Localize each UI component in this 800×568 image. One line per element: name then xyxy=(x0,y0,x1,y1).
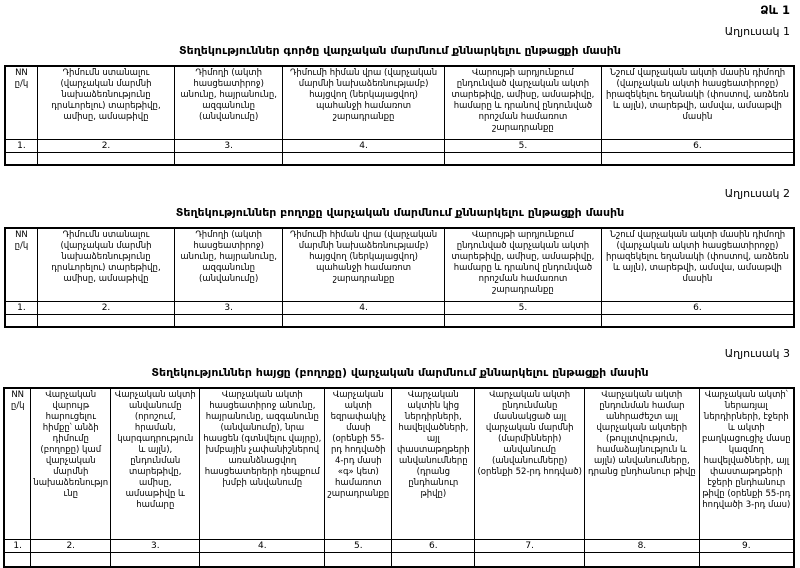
table3-title: Տեղեկություններ հայցը (բողոքը) վարչական … xyxy=(151,366,649,379)
table3-colnum-7: 7. xyxy=(474,539,586,553)
table1-header-nn: NN ը/կ xyxy=(4,65,38,140)
table3-header-col8: Վարչական ակտի ընդունման համար անհրաժեշտ … xyxy=(584,387,700,540)
table3-empty-cell xyxy=(584,552,700,568)
table2-empty-cell xyxy=(282,314,445,328)
table3-header-col5: Վարչական ակտի եզրափակիչ մասի (օրենքի 55-… xyxy=(324,387,393,540)
table1-empty-cell xyxy=(36,152,176,166)
table3-colnum-4: 4. xyxy=(199,539,326,553)
table1-colnum-4: 4. xyxy=(282,139,445,153)
table2-header-nn: NN ը/կ xyxy=(4,227,38,302)
table1-colnum-1: 1. xyxy=(4,139,38,153)
table3-header-col7: Վարչական ակտի ընդունմանը մասնակցած այլ վ… xyxy=(474,387,586,540)
table2-empty-cell xyxy=(174,314,284,328)
table2-header-col3: Դիմողի (ակտի հասցեատիրոջ) անունը, հայրան… xyxy=(174,227,284,302)
table2-label: Աղյուսակ 2 xyxy=(724,187,790,200)
table1-header-col5: Վարույթի արդյունքում ընդունված վարչական … xyxy=(443,65,602,140)
form-number-label: Ձև 1 xyxy=(760,3,790,17)
table1: NN ը/կ Դիմումն ստանալու (վարչական մարմնի… xyxy=(4,65,795,166)
table3-colnum-1: 1. xyxy=(3,539,32,553)
table1-colnum-2: 2. xyxy=(36,139,176,153)
table3-header-row: NN ը/կ Վարչական վարույթ հարուցելու հիմքը… xyxy=(3,387,795,540)
table3-empty-cell xyxy=(391,552,476,568)
table3-colnum-2: 2. xyxy=(30,539,112,553)
table1-header-col4: Դիմումի հիման վրա (վարչական մարմնի նախաձ… xyxy=(282,65,445,140)
table3-empty-cell xyxy=(30,552,112,568)
table3-empty-cell xyxy=(110,552,201,568)
table1-colnum-3: 3. xyxy=(174,139,284,153)
table2-colnum-1: 1. xyxy=(4,301,38,315)
table1-empty-cell xyxy=(282,152,445,166)
table2-colnum-6: 6. xyxy=(600,301,795,315)
table3-colnum-5: 5. xyxy=(324,539,393,553)
table3-empty-cell xyxy=(698,552,795,568)
table2-empty-row xyxy=(4,314,795,328)
table3-colnum-6: 6. xyxy=(391,539,476,553)
table1-colnum-5: 5. xyxy=(443,139,602,153)
table3-header-col6: Վարչական ակտին կից ներդիրների, հավելվածն… xyxy=(391,387,476,540)
table2-header-col2: Դիմումն ստանալու (վարչական մարմնի նախաձե… xyxy=(36,227,176,302)
table2-title: Տեղեկություններ բողոքը վարչական մարմնում… xyxy=(175,206,625,219)
table1-empty-row xyxy=(4,152,795,166)
table1-colnum-6: 6. xyxy=(600,139,795,153)
table3-label: Աղյուսակ 3 xyxy=(724,347,790,360)
table2-number-row: 1. 2. 3. 4. 5. 6. xyxy=(4,301,795,315)
table3-header-nn: NN ը/կ xyxy=(3,387,32,540)
table2-colnum-5: 5. xyxy=(443,301,602,315)
table2-header-col4: Դիմումի հիման վրա (վարչական մարմնի նախաձ… xyxy=(282,227,445,302)
table2-empty-cell xyxy=(443,314,602,328)
table3-empty-cell xyxy=(474,552,586,568)
table3: NN ը/կ Վարչական վարույթ հարուցելու հիմքը… xyxy=(3,387,795,568)
table3-colnum-3: 3. xyxy=(110,539,201,553)
table1-header-col2: Դիմումն ստանալու (վարչական մարմնի նախաձե… xyxy=(36,65,176,140)
table3-header-col9: Վարչական ակտի՝ ներառյալ ներդիրների, էջեր… xyxy=(698,387,795,540)
table2-header-col5: Վարույթի արդյունքում ընդունված վարչական … xyxy=(443,227,602,302)
table3-empty-cell xyxy=(3,552,32,568)
table1-header-col3: Դիմողի (ակտի հասցեատիրոջ) անունը, հայրան… xyxy=(174,65,284,140)
table1-empty-cell xyxy=(600,152,795,166)
table3-header-col3: Վարչական ակտի անվանումը (որոշում, հրաման… xyxy=(110,387,201,540)
table3-colnum-9: 9. xyxy=(698,539,795,553)
table1-empty-cell xyxy=(4,152,38,166)
table1-number-row: 1. 2. 3. 4. 5. 6. xyxy=(4,139,795,153)
table1-empty-cell xyxy=(443,152,602,166)
table2-colnum-3: 3. xyxy=(174,301,284,315)
table3-header-col2: Վարչական վարույթ հարուցելու հիմքը՝ անձի … xyxy=(30,387,112,540)
table3-empty-row xyxy=(3,552,795,568)
table1-header-row: NN ը/կ Դիմումն ստանալու (վարչական մարմնի… xyxy=(4,65,795,140)
table2-empty-cell xyxy=(600,314,795,328)
table3-empty-cell xyxy=(199,552,326,568)
table2-header-col6: Նշում վարչական ակտի մասին դիմողի (վարչակ… xyxy=(600,227,795,302)
table1-title: Տեղեկություններ գործը վարչական մարմնում … xyxy=(179,44,621,57)
table1-empty-cell xyxy=(174,152,284,166)
table2-colnum-4: 4. xyxy=(282,301,445,315)
table3-empty-cell xyxy=(324,552,393,568)
table3-colnum-8: 8. xyxy=(584,539,700,553)
table1-label: Աղյուսակ 1 xyxy=(724,25,790,38)
table2-empty-cell xyxy=(4,314,38,328)
table1-header-col6: Նշում վարչական ակտի մասին դիմողի (վարչակ… xyxy=(600,65,795,140)
table2-colnum-2: 2. xyxy=(36,301,176,315)
table2: NN ը/կ Դիմումն ստանալու (վարչական մարմնի… xyxy=(4,227,795,328)
table3-header-col4: Վարչական ակտի հասցեատիրոջ անունը, հայրան… xyxy=(199,387,326,540)
table3-number-row: 1. 2. 3. 4. 5. 6. 7. 8. 9. xyxy=(3,539,795,553)
table2-empty-cell xyxy=(36,314,176,328)
table2-header-row: NN ը/կ Դիմումն ստանալու (վարչական մարմնի… xyxy=(4,227,795,302)
